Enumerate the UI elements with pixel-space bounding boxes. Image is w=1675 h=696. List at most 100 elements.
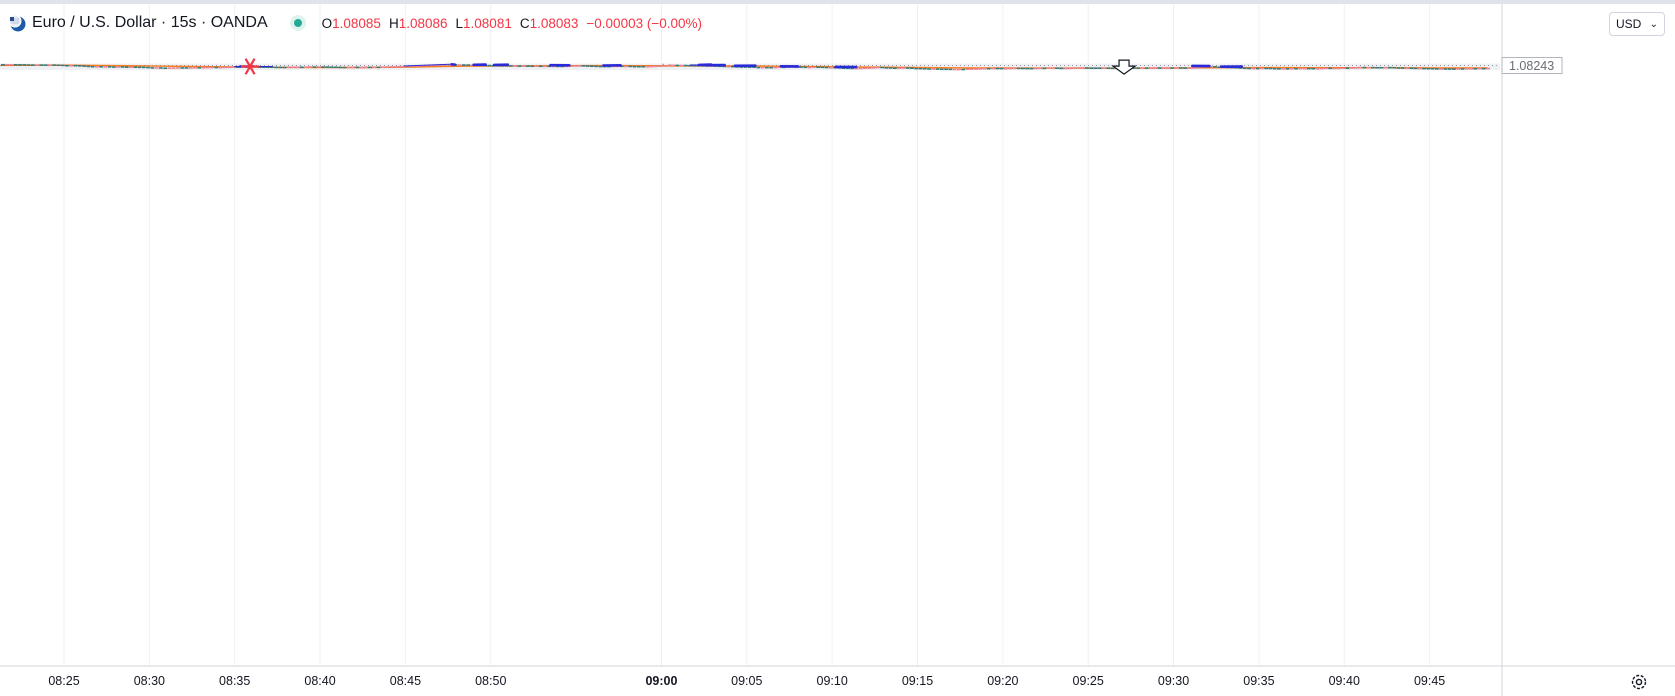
candle-body (99, 66, 103, 68)
candle-body (184, 67, 189, 69)
candle-body (1294, 67, 1298, 70)
candle-body (1021, 67, 1025, 70)
candle-body (197, 67, 202, 69)
candle-body (355, 66, 360, 69)
candle-body (1255, 67, 1260, 70)
candle-body (1136, 67, 1140, 69)
axes-layer: 1.081851.081901.081951.082001.082051.082… (0, 4, 1675, 696)
candle-body (649, 65, 654, 68)
candle-body (457, 64, 462, 66)
candle-body (991, 67, 995, 70)
candle-body (1447, 68, 1452, 70)
candle-body (304, 66, 308, 69)
candle-body (974, 68, 978, 70)
candle-body (60, 64, 65, 67)
candle-body (927, 68, 931, 70)
ohlc-values: O1.08085 H1.08086 L1.08081 C1.08083 −0.0… (322, 16, 702, 31)
candle-body (43, 64, 48, 66)
candle-body (1311, 67, 1315, 70)
candle-body (1080, 67, 1085, 69)
candle-body (1349, 67, 1354, 69)
candle-body (858, 67, 863, 70)
candle-body (897, 67, 901, 69)
candle-body (1059, 67, 1064, 70)
open-label: O (321, 15, 333, 31)
candle-body (120, 66, 125, 68)
candle-body (628, 65, 633, 68)
symbol-title[interactable]: Euro / U.S. Dollar · 15s · OANDA (32, 14, 268, 31)
candle-body (278, 66, 283, 69)
candle-body (1067, 67, 1072, 70)
candle-body (1370, 66, 1375, 69)
candle-body (1251, 67, 1256, 70)
candle-body (466, 64, 470, 66)
candle-body (1029, 67, 1034, 70)
candle-body (513, 65, 517, 67)
candle-body (82, 65, 86, 67)
candle-body (671, 64, 675, 67)
candle-body (683, 64, 688, 67)
candle-body (1025, 67, 1030, 70)
x-tick-label: 08:35 (219, 674, 250, 688)
candle-body (295, 66, 300, 69)
x-tick-label: 08:25 (48, 674, 79, 688)
candle-body (1477, 67, 1482, 70)
candle-body (462, 64, 466, 66)
x-tick-label: 09:25 (1073, 674, 1104, 688)
candle-body (641, 65, 645, 68)
currency-label: USD (1616, 17, 1642, 31)
high-label: H (388, 15, 399, 31)
candle-body (133, 66, 138, 69)
candle-body (888, 67, 893, 69)
candle-body (939, 68, 944, 71)
candle-body (393, 66, 398, 68)
candle-body (1400, 67, 1405, 69)
candle-body (376, 66, 381, 69)
market-open-dot-icon[interactable] (289, 15, 306, 31)
candle-body (1102, 67, 1106, 69)
gear-icon[interactable] (1629, 672, 1649, 692)
candle-body (884, 67, 889, 69)
candle-body (346, 66, 351, 69)
candle-body (1460, 68, 1465, 70)
candle-body (965, 68, 970, 70)
currency-pair-flag-icon[interactable] (8, 14, 26, 32)
candle-body (645, 65, 650, 68)
candle-body (726, 65, 731, 68)
x-tick-label: 09:00 (645, 674, 677, 688)
candle-body (1289, 67, 1294, 70)
candle-body (9, 64, 14, 66)
x-tick-label: 09:20 (987, 674, 1018, 688)
candle-body (914, 67, 919, 70)
candle-body (1328, 67, 1333, 70)
candle-body (1435, 68, 1439, 70)
candle-body (73, 64, 78, 67)
candle-body (363, 66, 368, 69)
candle-body (282, 66, 287, 69)
candle-body (1097, 67, 1102, 69)
x-tick-label: 08:50 (475, 674, 506, 688)
candle-body (1298, 67, 1303, 70)
ohlc-low: L1.08081 (456, 16, 512, 31)
high-value: 1.08086 (398, 15, 448, 31)
candle-body (146, 66, 150, 69)
drawings-layer[interactable] (234, 58, 1244, 75)
candle-body (1174, 67, 1179, 69)
ohlc-open: O1.08085 (322, 16, 381, 31)
candle-body (1012, 67, 1017, 70)
candle-body (1443, 68, 1448, 70)
candle-body (807, 66, 812, 69)
candle-body (1353, 67, 1358, 69)
candle-body (1157, 67, 1162, 69)
candle-body (1264, 67, 1269, 70)
candle-body (312, 66, 317, 68)
candle-body (1379, 66, 1384, 69)
candle-body (342, 66, 347, 69)
currency-select[interactable]: USD ⌄ (1609, 12, 1665, 36)
candle-body (829, 67, 833, 69)
candle-body (931, 68, 936, 70)
candle-body (48, 64, 52, 66)
change-value: −0.00003 (−0.00%) (586, 15, 702, 31)
ohlc-high: H1.08086 (389, 16, 448, 31)
